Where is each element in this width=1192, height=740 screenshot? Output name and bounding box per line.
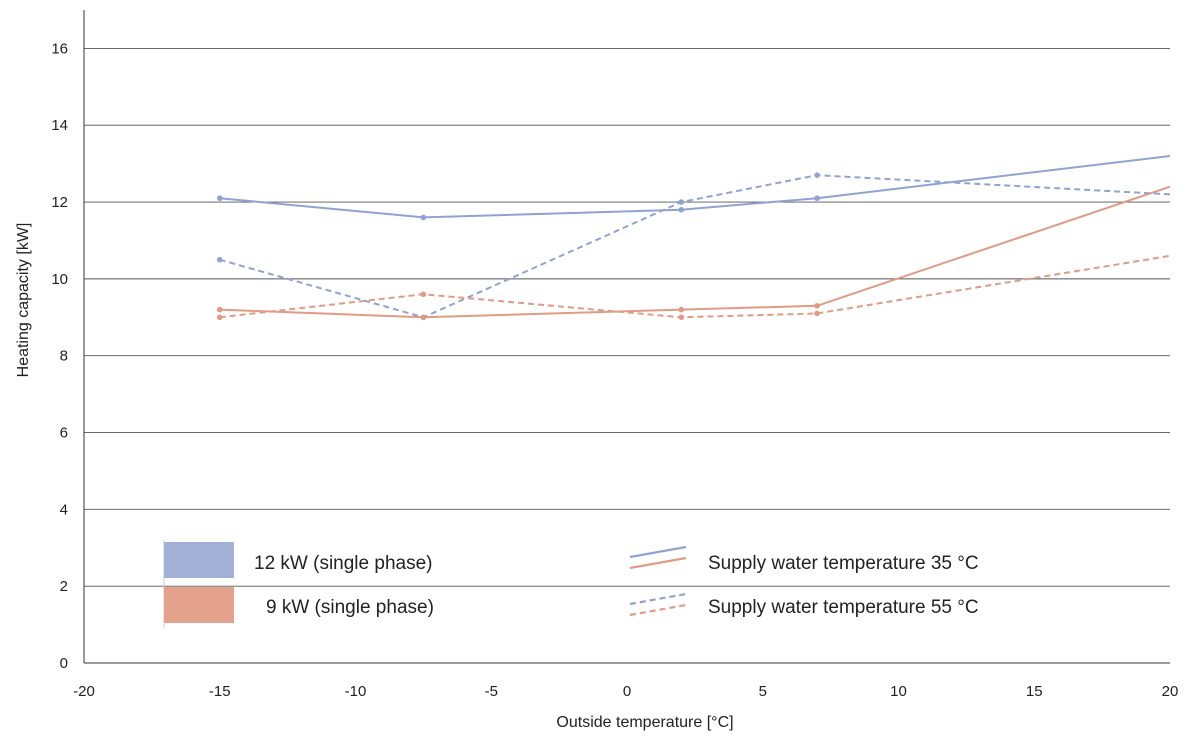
x-tick-label: 20 [1162,683,1179,700]
legend-solid-line-orange [629,556,687,570]
gridlines [84,47,1170,587]
x-axis-title: Outside temperature [°C] [556,714,733,731]
legend-label-12kw: 12 kW (single phase) [254,553,432,574]
data-point [678,306,685,313]
data-point [814,172,820,178]
x-tick-label: 15 [1026,683,1043,700]
y-axis-title: Heating capacity [kW] [15,223,32,378]
y-tick-label: 12 [51,194,68,211]
y-tick-label: 2 [60,578,68,595]
legend-swatch-12kw [164,542,234,578]
legend-label-55c: Supply water temperature 55 °C [708,597,979,618]
x-tick-label: -15 [209,683,231,700]
legend-dashed-line-blue [629,592,687,606]
series-1 [216,172,1171,321]
x-tick-label: -20 [73,683,95,700]
y-tick-label: 4 [60,501,68,518]
data-point [420,214,427,221]
y-tick-label: 16 [51,40,68,57]
series-line [219,185,1171,319]
y-tick-label: 0 [60,655,68,672]
series-line [219,174,1171,319]
data-point [216,256,223,263]
data-point [678,314,685,321]
legend: 12 kW (single phase) 9 kW (single phase)… [163,540,979,628]
legend-swatch-9kw [164,587,234,623]
y-tick-labels: 0 2 4 6 8 10 12 14 16 [51,40,68,672]
data-point [814,310,820,317]
x-tick-label: 0 [623,683,631,700]
series [216,154,1171,321]
y-tick-label: 10 [51,271,68,288]
data-point [216,195,223,202]
x-tick-label: 5 [759,683,767,700]
x-tick-label: -10 [345,683,367,700]
legend-solid-line-blue [629,545,687,559]
legend-label-9kw: 9 kW (single phase) [266,597,434,618]
data-point [678,199,685,205]
x-tick-label: -5 [485,683,498,700]
series-3 [216,254,1171,321]
data-point [216,306,223,313]
series-0 [216,154,1171,221]
data-point [420,314,427,321]
legend-dashed-line-orange [629,603,687,617]
y-tick-label: 6 [60,425,68,442]
x-tick-label: 10 [890,683,907,700]
data-point [814,302,820,309]
y-tick-label: 8 [60,348,68,365]
data-point [814,195,820,202]
data-point [420,291,427,298]
data-point [678,206,685,213]
y-tick-label: 14 [51,117,68,134]
x-tick-labels: -20 -15 -10 -5 0 5 10 15 20 [73,683,1178,700]
series-2 [216,185,1171,321]
series-line [219,254,1171,319]
legend-label-35c: Supply water temperature 35 °C [708,553,979,574]
data-point [216,314,223,321]
axes [83,10,1170,664]
